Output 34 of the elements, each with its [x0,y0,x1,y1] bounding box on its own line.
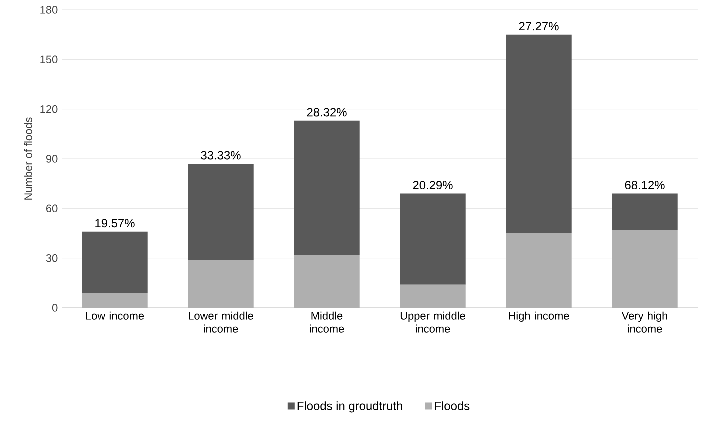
y-tick-label: 60 [46,204,58,213]
y-tick-label: 120 [40,105,58,114]
bar [82,293,148,308]
annotation: 33.33% [201,151,241,160]
x-tick-label: Upper middle income [400,312,466,333]
bar [188,260,254,308]
bar [506,234,572,308]
x-tick-label: Very high income [622,312,668,333]
y-tick-label: 0 [52,304,58,312]
annotation: 27.27% [519,22,559,31]
annotation: 28.32% [307,108,347,117]
x-tick-label: High income [509,312,570,322]
bar [400,284,466,308]
bar [612,194,678,230]
bar [506,34,572,234]
bar [612,230,678,308]
bar [188,164,254,260]
y-tick-label: 30 [46,254,58,262]
y-tick-label: 150 [40,56,58,64]
y-tick-label: 90 [46,155,58,163]
x-tick-label: Middle income [310,312,344,333]
bar [294,120,360,256]
annotation: 20.29% [413,181,453,190]
bar [400,194,466,285]
x-tick-label: Low income [86,312,144,320]
legend-label: Floods in groudtruth [298,402,402,413]
annotation: 68.12% [625,181,665,190]
y-tick-label: 180 [40,6,58,14]
bar [82,232,148,294]
annotation: 19.57% [96,219,135,228]
bar [294,255,360,308]
y-axis-title: Number of floods [24,118,32,200]
x-tick-label: Lower middle income [189,312,254,333]
legend-label: Floods [435,402,470,410]
